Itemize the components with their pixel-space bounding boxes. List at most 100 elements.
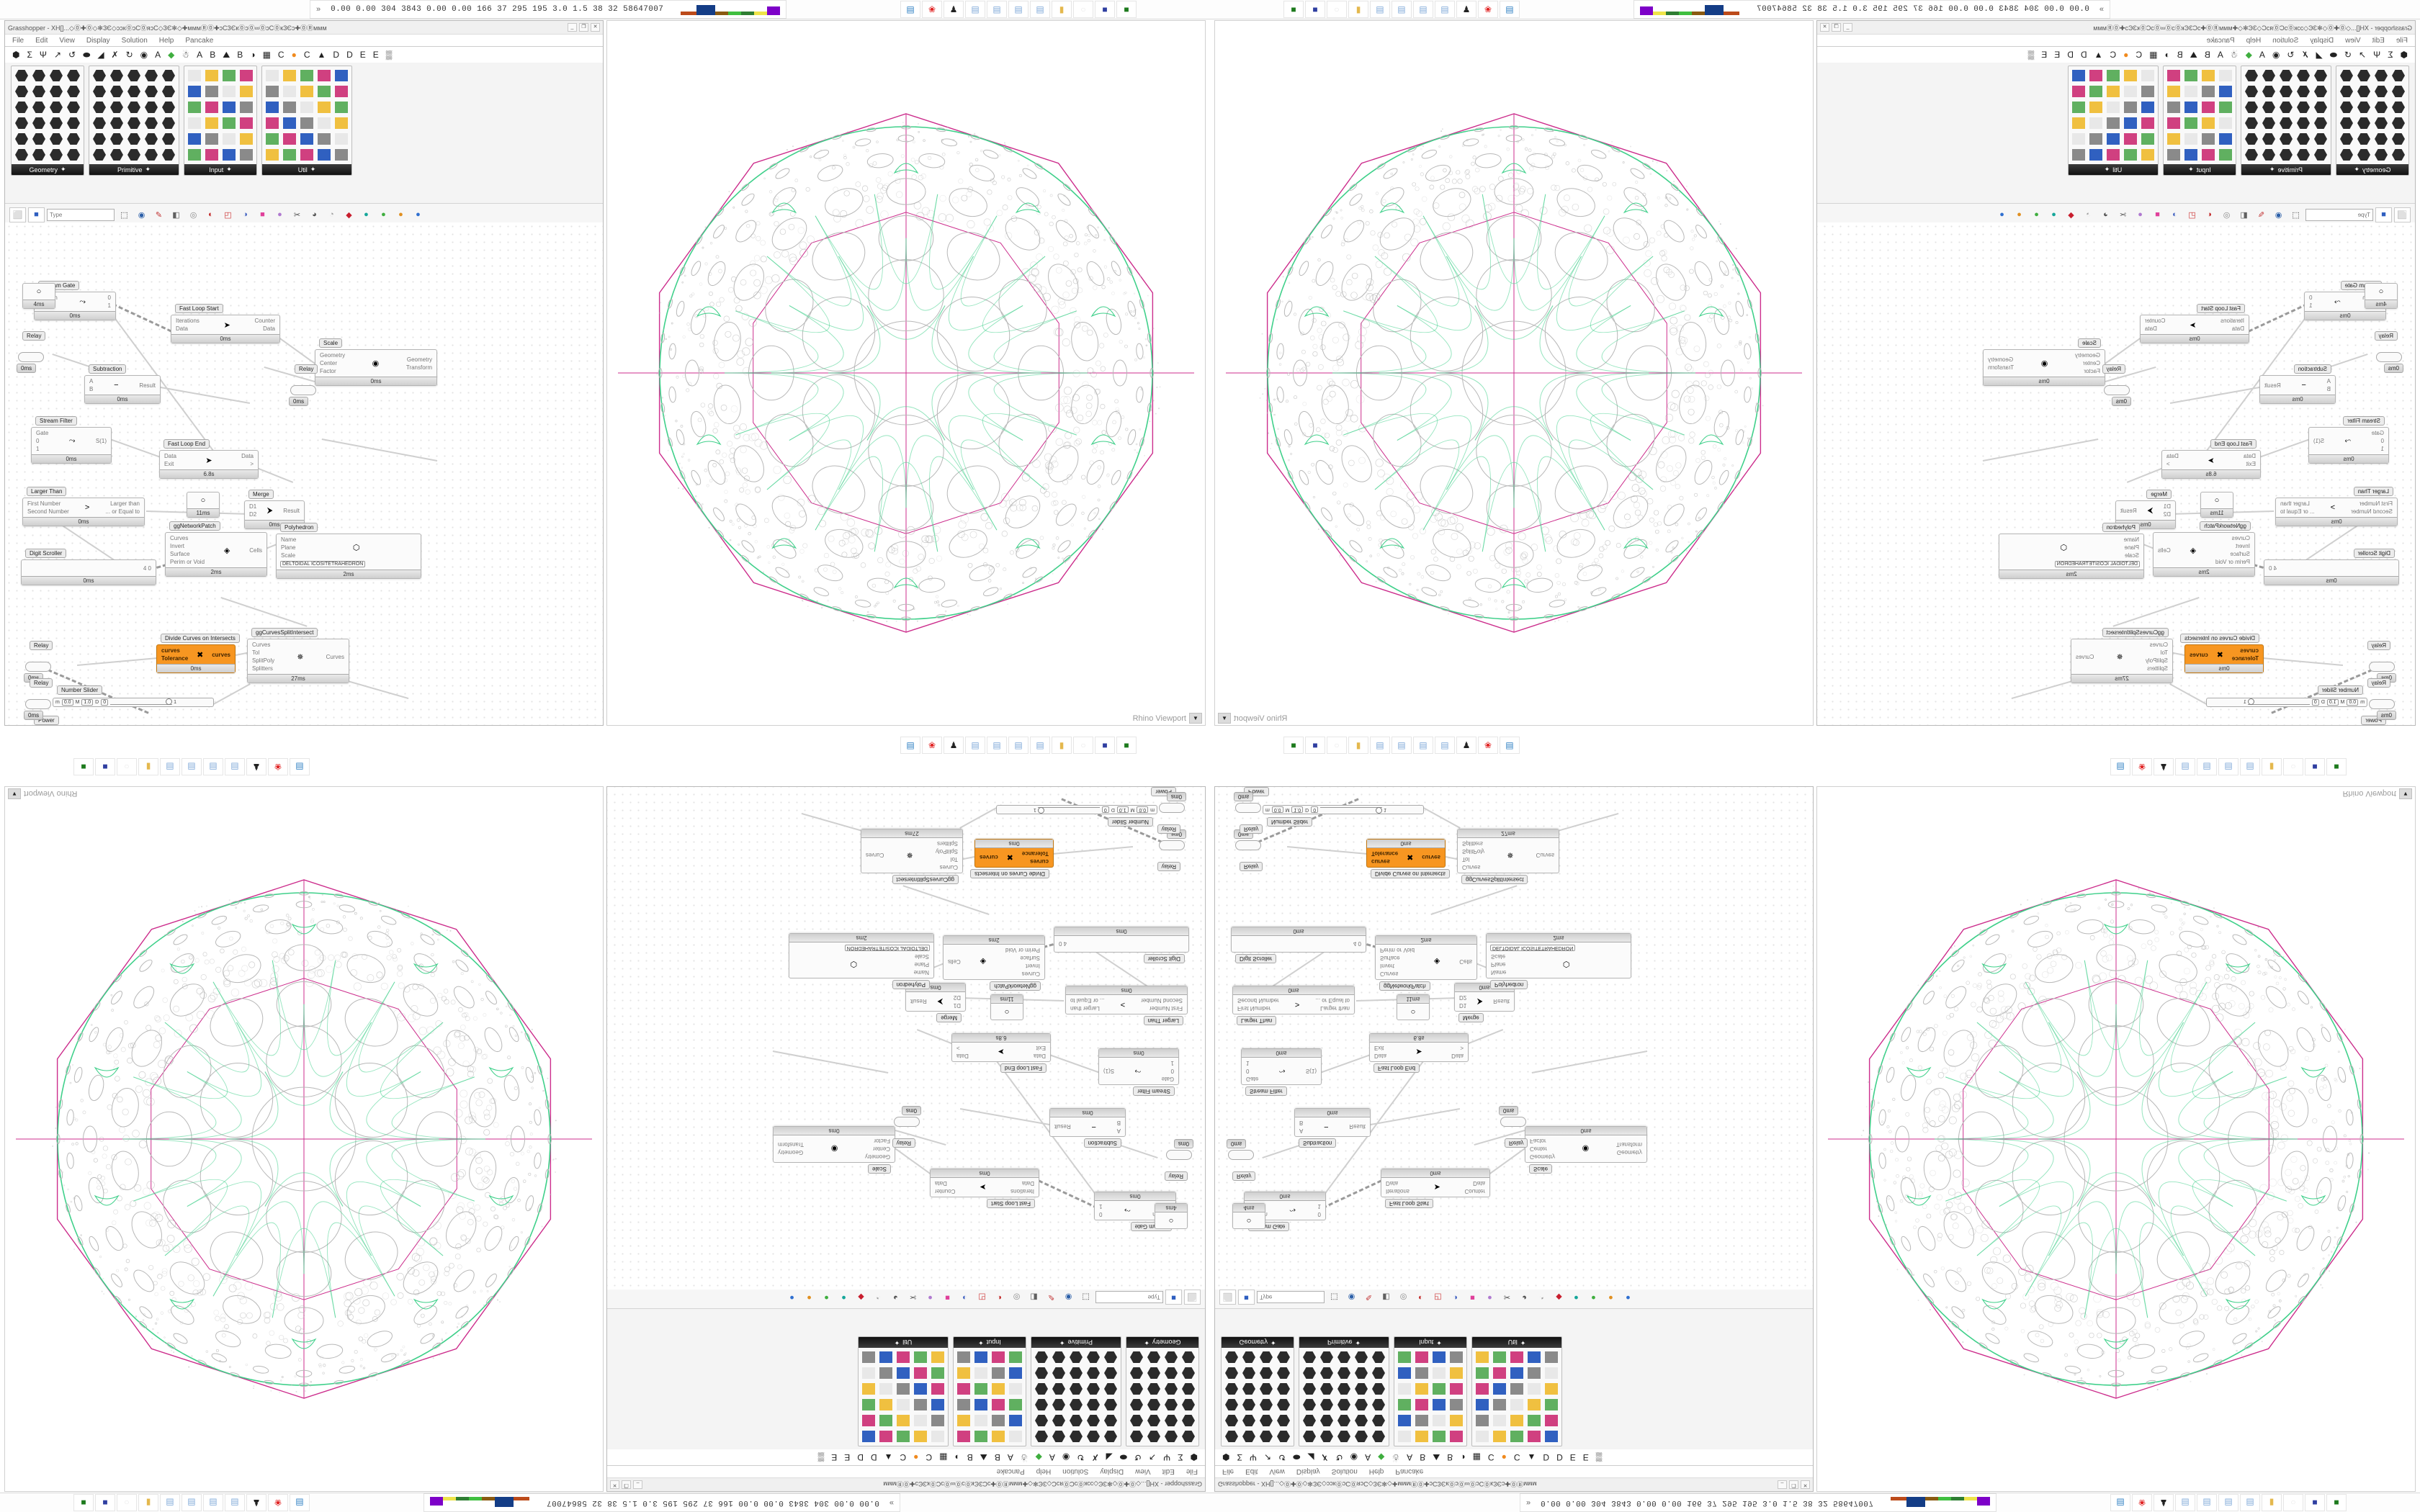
ribbon-c-tab-1[interactable]: C (2136, 50, 2142, 60)
component-button[interactable] (91, 132, 107, 146)
status-chevron-icon[interactable]: » (316, 5, 321, 14)
grasshopper-titlebar[interactable]: Grasshopper - XH[]...◇⓪✚⓪◇✻ЗЄ◇ɔɔк⓪ɔС⓪яɔС… (5, 21, 603, 35)
component-button[interactable] (2140, 116, 2156, 130)
component-button[interactable] (1543, 1413, 1559, 1428)
component-button[interactable] (1068, 1413, 1084, 1428)
component-button[interactable] (1509, 1413, 1525, 1428)
toolbar-green-sphere-icon[interactable]: ● (819, 1291, 834, 1305)
toolbar-ruby-icon[interactable]: ◆ (2063, 208, 2079, 222)
component-button[interactable] (2140, 148, 2156, 162)
taskbar-app-bw-icon[interactable]: ♟ (1456, 1, 1476, 18)
node-fast-loop-end[interactable]: Data Exit ➤ Data >6.8s (2161, 450, 2261, 479)
input-pin[interactable]: First Number (27, 500, 69, 507)
component-button[interactable] (913, 1382, 928, 1396)
component-button[interactable] (264, 68, 280, 83)
component-button[interactable] (2278, 116, 2294, 130)
input-pin[interactable]: B (1299, 1120, 1303, 1126)
input-pin[interactable]: Geometry (2075, 352, 2100, 359)
component-button[interactable] (1034, 1398, 1049, 1412)
taskbar-bottom[interactable]: ▤ ❀ ♟ ▤ ▤ ▤ ▤ ▮ ○ ■ ■ (73, 757, 310, 776)
output-pin[interactable]: Data (1451, 1053, 1464, 1059)
component-button[interactable] (2373, 132, 2389, 146)
quadrant-bottom-right[interactable]: » 0.00 0.00 304 3843 0.00 0.00 166 37 29… (1210, 756, 2420, 1512)
output-pin[interactable]: Cells (948, 959, 961, 966)
component-button[interactable] (2356, 84, 2372, 99)
maximize-button[interactable]: ❐ (1789, 1480, 1798, 1489)
viewport-label-row[interactable]: Rhino Viewport ▼ (8, 788, 77, 799)
status-chevron-icon[interactable]: » (1526, 1498, 1531, 1507)
ribbon-d-tab-2[interactable]: D (2067, 50, 2074, 60)
output-pin[interactable]: Transform (1616, 1142, 1642, 1148)
input-pin[interactable]: Center (865, 1146, 890, 1152)
component-button[interactable] (238, 132, 254, 146)
component-button[interactable] (204, 132, 220, 146)
input-pin[interactable]: Iterations (2220, 318, 2244, 324)
input-pin[interactable]: 0 (2372, 438, 2384, 444)
input-pin[interactable]: Center (2075, 360, 2100, 366)
rhino-viewport[interactable]: Rhino Viewport ▼ (4, 786, 604, 1492)
component-button[interactable] (895, 1429, 911, 1444)
status-readout[interactable]: » 0.00 0.00 304 3843 0.00 0.00 166 37 29… (1634, 0, 2110, 19)
relay-node[interactable] (1166, 1150, 1192, 1160)
component-button[interactable] (2373, 68, 2389, 83)
slider-track[interactable] (1038, 807, 1100, 812)
ribbon-transform-tab[interactable]: ↻ (2287, 50, 2294, 60)
component-button[interactable] (187, 148, 202, 162)
component-button[interactable] (1224, 1398, 1240, 1412)
component-button[interactable] (333, 148, 349, 162)
toolbar-fit-selection-icon[interactable]: ⬚ (117, 208, 132, 222)
close-button[interactable]: ✕ (610, 1480, 619, 1489)
component-button[interactable] (333, 116, 349, 130)
component-button[interactable] (2071, 84, 2087, 99)
input-pin[interactable]: Tolerance (2232, 655, 2259, 662)
output-pin[interactable]: 0 (1318, 1211, 1321, 1218)
ribbon-a-tab-2[interactable]: A (2218, 50, 2223, 60)
taskbar-folder-icon[interactable]: ▮ (1052, 737, 1072, 754)
node-scale[interactable]: Geometry Center Factor ◉ Geometry Transform 0m… (1525, 1126, 1647, 1163)
component-button[interactable] (990, 1398, 1006, 1412)
component-button[interactable] (48, 68, 64, 83)
component-button[interactable] (1034, 1429, 1049, 1444)
component-button[interactable] (66, 84, 81, 99)
node-subtraction[interactable]: A B − Result 0ms (84, 375, 161, 404)
component-button[interactable] (2166, 132, 2182, 146)
slider-track[interactable] (1320, 807, 1382, 812)
ribbon-mesh-tab[interactable]: ◢ (1106, 1452, 1112, 1462)
node-polyhedron[interactable]: Name Plane Scale ⬡ DELTOIDAL ICOSITETRAHEDRO… (276, 534, 421, 579)
toolbar-teal-sphere-icon[interactable]: ● (836, 1291, 851, 1305)
relay-node[interactable] (25, 699, 51, 709)
ribbon-matrix-tab[interactable]: ▒ (386, 50, 393, 60)
input-pin[interactable]: Perim or Void (1005, 947, 1040, 953)
component-button[interactable] (956, 1350, 972, 1364)
output-pin[interactable]: Transform (1988, 364, 2014, 371)
component-button[interactable] (238, 148, 254, 162)
ribbon-e-tab-1[interactable]: E (360, 50, 366, 60)
ribbon-leaf-tab[interactable]: ◆ (1378, 1452, 1384, 1462)
component-button[interactable] (299, 100, 315, 114)
component-button[interactable] (2244, 84, 2259, 99)
component-button[interactable] (109, 68, 125, 83)
gh-ribbon-tabs[interactable]: ⬢ Σ Ψ ↗ ↺ ⬬ ◢ ✗ ↻ ◉ A ◆ ☃ A B ⛰ B ◑ ▦ C ● C ▲ D D E E ▒ (5, 47, 604, 63)
component-button[interactable] (1431, 1350, 1447, 1364)
slider-knob[interactable] (1038, 807, 1044, 814)
toolbar-green-sphere-icon[interactable]: ● (2029, 208, 2044, 222)
output-pin[interactable]: curves (2190, 652, 2208, 658)
component-button[interactable] (1431, 1413, 1447, 1428)
input-pin[interactable]: Curves (1005, 971, 1040, 977)
taskbar-floppy-64-icon[interactable]: ■ (95, 1494, 115, 1511)
component-button[interactable] (1526, 1350, 1542, 1364)
component-button[interactable] (143, 100, 159, 114)
gh-node-canvas[interactable]: Stream GateStreamGate⤳010msFast Loop Sta… (1215, 786, 1814, 1290)
toolbar-green-sphere-icon[interactable]: ● (1586, 1291, 1601, 1305)
input-pin[interactable]: Name (281, 536, 296, 543)
component-button[interactable] (2390, 132, 2406, 146)
ribbon-e-tab-1[interactable]: E (844, 1452, 850, 1462)
input-pin[interactable]: A (1299, 1128, 1303, 1134)
input-pin[interactable]: Name (2124, 536, 2139, 543)
component-button[interactable] (161, 148, 176, 162)
taskbar-notepad-icon-3[interactable]: ▤ (1392, 737, 1412, 754)
output-pin[interactable]: Result (283, 508, 300, 514)
output-pin[interactable]: Larger than (1315, 1005, 1350, 1012)
grasshopper-titlebar[interactable]: Grasshopper - XH[]...◇⓪✚⓪◇✻ЗЄ◇ɔɔк⓪ɔС⓪яɔС… (607, 1477, 1205, 1491)
toolbar-teal-sphere-icon[interactable]: ● (2046, 208, 2061, 222)
